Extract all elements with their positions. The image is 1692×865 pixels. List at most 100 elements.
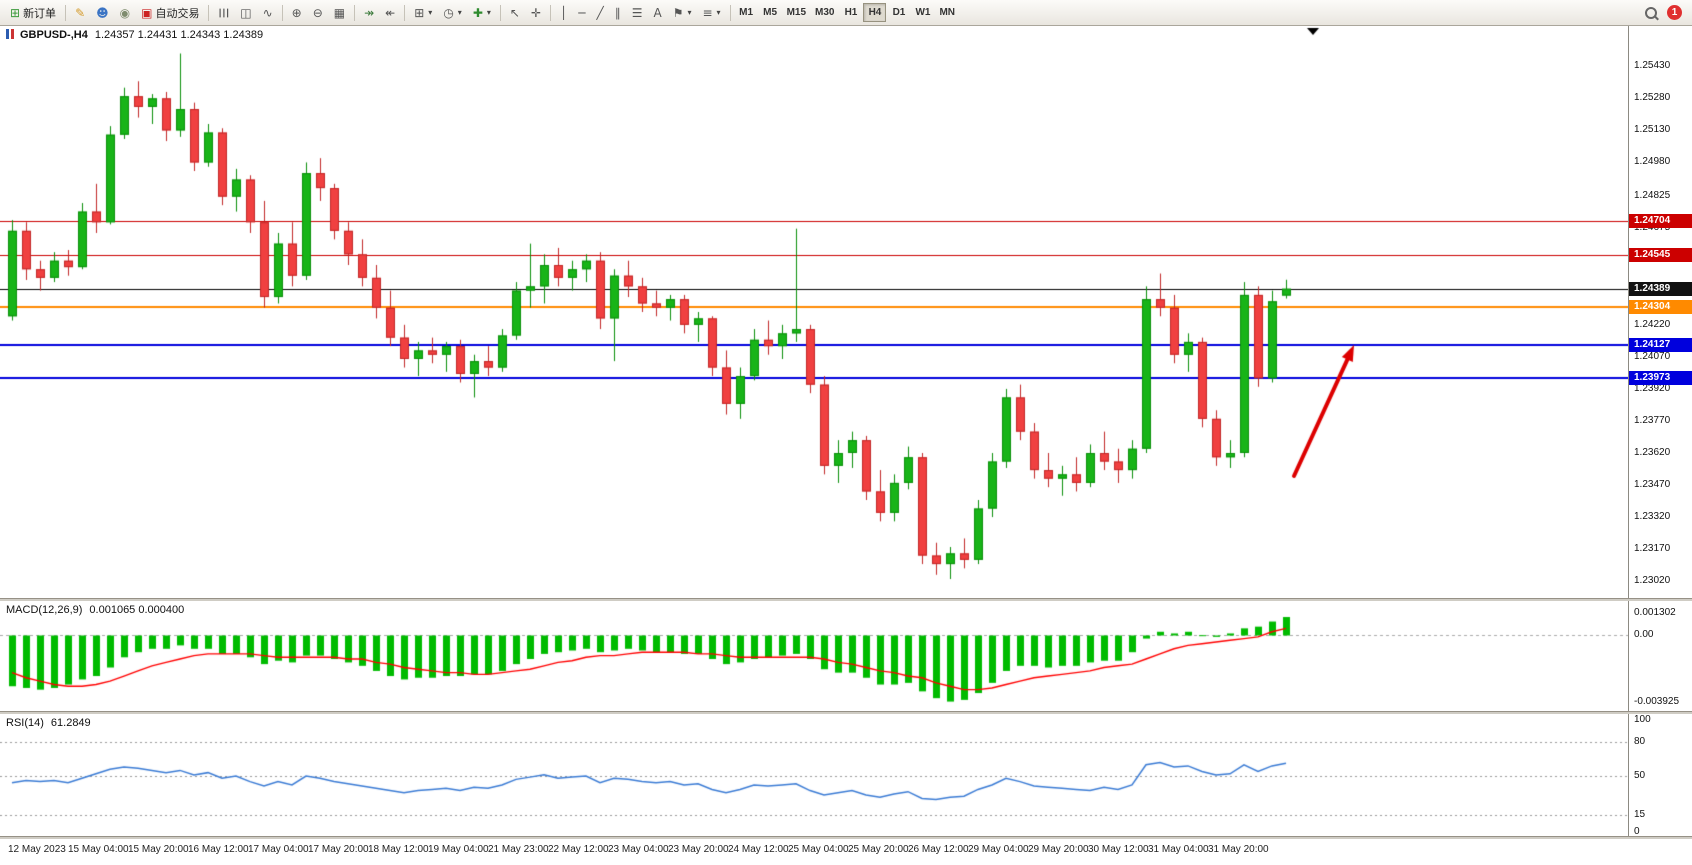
timeframe-m5[interactable]: M5 xyxy=(759,3,782,22)
timeframe-mn[interactable]: MN xyxy=(935,3,959,22)
price-scale-label: 1.24825 xyxy=(1634,189,1671,201)
channel-button[interactable]: ∥ xyxy=(610,2,626,23)
line-chart-icon: ∿ xyxy=(262,5,273,20)
chart-shift-icon: ↞ xyxy=(385,5,396,20)
main-chart-canvas[interactable] xyxy=(0,26,1628,598)
new-order-icon: ⊞ xyxy=(10,5,21,20)
profiles-button[interactable]: ◷ ▾ xyxy=(438,2,467,23)
panel-divider-main-macd[interactable] xyxy=(0,598,1692,601)
time-axis-label: 24 May 12:00 xyxy=(728,844,789,855)
toolbar-separator xyxy=(729,4,731,21)
search-icon xyxy=(1645,6,1657,19)
zoom-out-button[interactable]: ⊖ xyxy=(308,2,328,23)
price-scale-label: 1.24980 xyxy=(1634,156,1671,168)
timeframe-m15[interactable]: M15 xyxy=(783,3,810,22)
symbol-timeframe-label: GBPUSD-,H4 xyxy=(20,29,88,41)
indicators-button[interactable]: ✚ ▾ xyxy=(468,2,496,23)
rsi-scale[interactable]: 100 80 50 15 0 xyxy=(1628,714,1692,837)
rsi-label: RSI(14) 61.2849 xyxy=(6,717,91,729)
time-axis-label: 25 May 04:00 xyxy=(788,844,849,855)
time-axis-label: 12 May 2023 xyxy=(8,844,66,855)
price-tag: 1.24127 xyxy=(1629,337,1692,352)
more-tools-icon: ≡ xyxy=(702,5,713,20)
time-axis-label: 25 May 20:00 xyxy=(848,844,909,855)
line-chart-button[interactable]: ∿ xyxy=(258,2,278,23)
time-axis-label: 30 May 12:00 xyxy=(1088,844,1149,855)
rsi-scale-label: 80 xyxy=(1634,736,1646,748)
time-axis[interactable]: 12 May 2023 15 May 04:00 15 May 20:00 16 Ma… xyxy=(0,839,1628,865)
price-scale-label: 1.24070 xyxy=(1634,350,1671,362)
timeframe-m30[interactable]: M30 xyxy=(811,3,838,22)
panel-divider-macd-rsi[interactable] xyxy=(0,711,1692,714)
macd-canvas[interactable] xyxy=(0,601,1628,711)
dropdown-arrow-icon: ▾ xyxy=(428,8,433,17)
horizontal-line-button[interactable]: ─ xyxy=(573,2,590,23)
rsi-panel: RSI(14) 61.2849 100 80 50 15 0 xyxy=(0,714,1692,837)
bars-chart-button[interactable]: ☰ xyxy=(213,2,234,23)
time-axis-label: 17 May 04:00 xyxy=(248,844,309,855)
zoom-in-button[interactable]: ⊕ xyxy=(287,2,307,23)
timeframe-w1[interactable]: W1 xyxy=(911,3,934,22)
macd-name: MACD(12,26,9) xyxy=(6,604,83,616)
dropdown-arrow-icon: ▾ xyxy=(687,8,692,17)
search-button[interactable] xyxy=(1640,2,1662,23)
toolbar-separator xyxy=(354,4,356,21)
timeframe-m1[interactable]: M1 xyxy=(735,3,758,22)
macd-label: MACD(12,26,9) 0.001065 0.000400 xyxy=(6,604,184,616)
time-axis-label: 18 May 12:00 xyxy=(368,844,429,855)
time-axis-label: 17 May 20:00 xyxy=(308,844,369,855)
rsi-scale-label: 50 xyxy=(1634,770,1646,781)
text-button[interactable]: A xyxy=(648,2,666,23)
profiles-icon: ◷ xyxy=(443,5,454,20)
timeframe-h1[interactable]: H1 xyxy=(839,3,862,22)
price-scale-label: 1.25280 xyxy=(1634,92,1671,104)
tile-windows-button[interactable]: ▦ xyxy=(329,2,350,23)
candles-chart-icon: ◫ xyxy=(240,5,252,20)
tile-windows-icon: ▦ xyxy=(333,5,346,20)
community-button[interactable]: ☻ xyxy=(91,2,114,23)
price-tag: 1.24389 xyxy=(1629,281,1692,296)
autotrading-button[interactable]: ▣ 自动交易 xyxy=(136,2,204,23)
trendline-button[interactable]: ╱ xyxy=(591,2,608,23)
notification-badge[interactable]: 1 xyxy=(1667,5,1682,20)
fibonacci-button[interactable]: ☰ xyxy=(627,2,648,23)
main-chart-panel: GBPUSD-,H4 1.24357 1.24431 1.24343 1.2438… xyxy=(0,26,1692,598)
text-icon: A xyxy=(653,5,662,20)
rsi-canvas[interactable] xyxy=(0,714,1628,836)
time-axis-label: 31 May 04:00 xyxy=(1148,844,1209,855)
auto-scroll-button[interactable]: ↠ xyxy=(359,2,379,23)
macd-scale-label: 0.00 xyxy=(1634,629,1654,641)
toolbar-separator xyxy=(281,4,283,21)
vertical-line-button[interactable]: │ xyxy=(555,2,572,23)
crosshair-button[interactable]: ✛ xyxy=(526,2,546,23)
candles-chart-button[interactable]: ◫ xyxy=(235,2,256,23)
horizontal-line-icon: ─ xyxy=(578,5,586,20)
price-tag: 1.24304 xyxy=(1629,299,1692,314)
toolbar-separator xyxy=(404,4,406,21)
timeframe-h4[interactable]: H4 xyxy=(863,3,887,22)
time-axis-label: 15 May 20:00 xyxy=(128,844,189,855)
new-chart-button[interactable]: ⊞ ▾ xyxy=(409,2,437,23)
fibonacci-icon: ☰ xyxy=(631,5,643,20)
cursor-icon: ↖ xyxy=(509,5,520,20)
rsi-name: RSI(14) xyxy=(6,717,44,729)
chart-area: GBPUSD-,H4 1.24357 1.24431 1.24343 1.2438… xyxy=(0,26,1692,865)
arrows-button[interactable]: ⚑ ▾ xyxy=(668,2,697,23)
time-axis-label: 23 May 04:00 xyxy=(608,844,669,855)
new-order-button[interactable]: ⊞ 新订单 xyxy=(5,2,61,23)
cursor-button[interactable]: ↖ xyxy=(505,2,525,23)
more-tools-button[interactable]: ≡ ▾ xyxy=(697,2,725,23)
rsi-scale-label: 15 xyxy=(1634,809,1646,821)
main-price-scale[interactable]: 1.254301.252801.251301.249801.248251.246… xyxy=(1628,26,1692,598)
chart-title: GBPUSD-,H4 1.24357 1.24431 1.24343 1.2438… xyxy=(6,29,263,41)
timeframe-d1[interactable]: D1 xyxy=(887,3,910,22)
time-axis-label: 29 May 04:00 xyxy=(968,844,1029,855)
macd-scale[interactable]: 0.001302 0.00 -0.003925 xyxy=(1628,601,1692,711)
macd-scale-label: 0.001302 xyxy=(1634,607,1676,618)
chart-shift-button[interactable]: ↞ xyxy=(380,2,400,23)
arrows-icon: ⚑ xyxy=(672,5,684,20)
channel-icon: ∥ xyxy=(614,5,621,20)
macd-panel: MACD(12,26,9) 0.001065 0.000400 0.001302 0… xyxy=(0,601,1692,711)
news-button[interactable]: ◉ xyxy=(115,2,135,23)
metaeditor-button[interactable]: ✎ xyxy=(70,2,90,23)
